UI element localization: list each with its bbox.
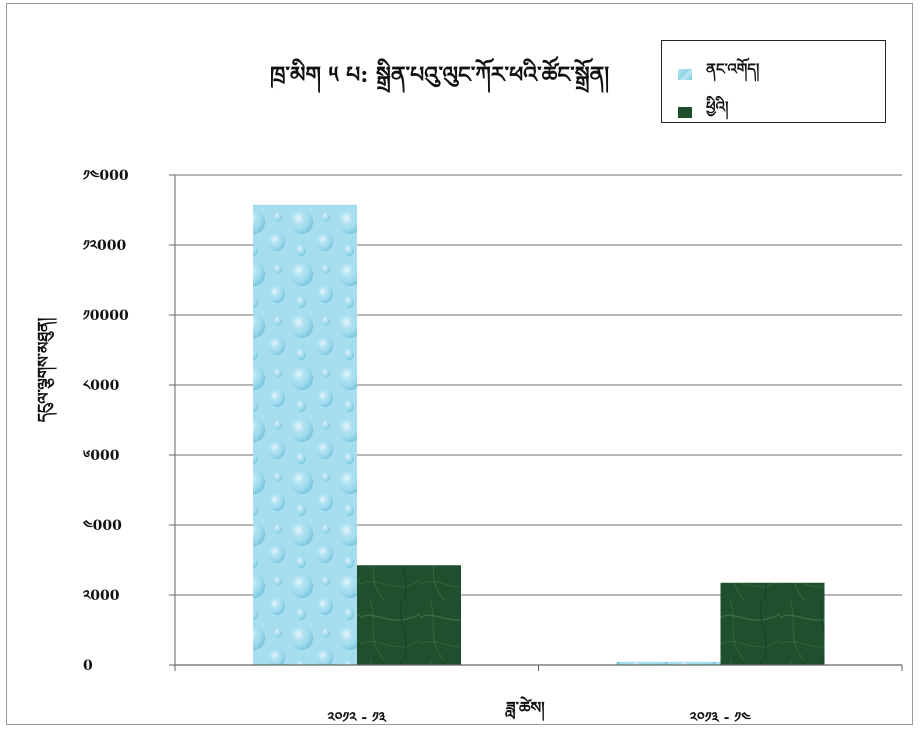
bar-2-1: [357, 565, 461, 665]
y-tick-label: ༡0000: [83, 308, 129, 324]
y-tick-label: ༢000: [82, 588, 120, 604]
x-tick-label: ༢༠༡༢ - ༡༣: [326, 710, 386, 726]
y-tick-label: ༡༢000: [83, 238, 127, 254]
y-tick-label: ༡༤000: [83, 168, 129, 184]
bar-2-2: [721, 583, 825, 665]
x-tick-label: ༢༠༡༣ - ༡༤: [689, 710, 751, 726]
bar-1-1: [253, 205, 357, 665]
y-tick-label: ༤000: [82, 518, 122, 534]
y-tick-label: ༨000: [83, 378, 120, 394]
y-tick-label: 0: [83, 658, 93, 674]
y-tick-label: ༦000: [83, 448, 120, 464]
bars: [253, 205, 825, 665]
